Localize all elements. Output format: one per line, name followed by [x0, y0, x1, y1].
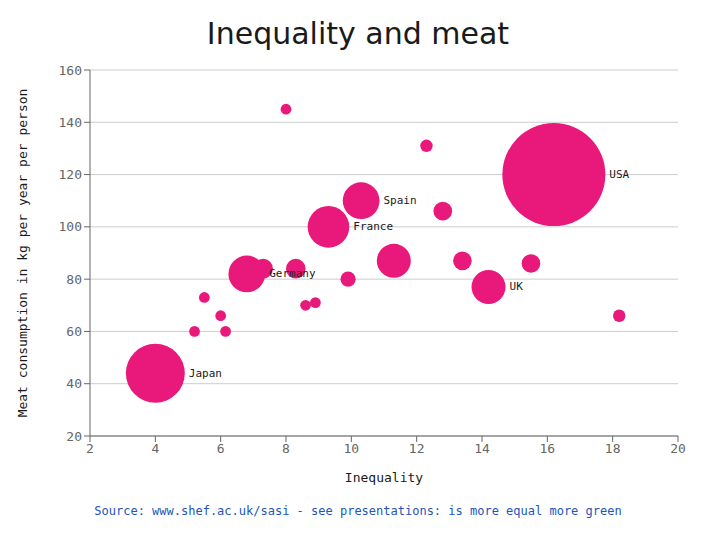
html-text:Inequality and meat: Inequality and meat	[206, 16, 510, 51]
svg-text:France: France	[353, 220, 393, 233]
svg-text:80: 80	[66, 272, 82, 287]
svg-text:14: 14	[474, 441, 490, 456]
svg-text:18: 18	[605, 441, 621, 456]
svg-text:Meat consumption in kg per yea: Meat consumption in kg per year per pers…	[15, 89, 30, 418]
svg-text:4: 4	[151, 441, 159, 456]
svg-text:100: 100	[59, 219, 82, 234]
svg-text:60: 60	[66, 324, 82, 339]
svg-text:2: 2	[86, 441, 94, 456]
svg-text:8: 8	[282, 441, 290, 456]
svg-text:40: 40	[66, 376, 82, 391]
svg-text:USA: USA	[609, 168, 629, 181]
svg-text:10: 10	[344, 441, 360, 456]
svg-text:6: 6	[217, 441, 225, 456]
svg-text:140: 140	[59, 115, 82, 130]
svg-text:20: 20	[66, 429, 82, 444]
svg-text:20: 20	[670, 441, 686, 456]
svg-text:160: 160	[59, 63, 82, 78]
svg-text:16: 16	[540, 441, 556, 456]
svg-text:Japan: Japan	[189, 367, 222, 380]
svg-text:Inequality: Inequality	[345, 470, 423, 485]
svg-text:Spain: Spain	[384, 194, 417, 207]
svg-text:Germany: Germany	[269, 267, 316, 280]
svg-text:UK: UK	[510, 280, 524, 293]
svg-text:12: 12	[409, 441, 425, 456]
svg-text:120: 120	[59, 167, 82, 182]
html-text:Source: www.shef.ac.uk/sasi -: Source: www.shef.ac.uk/sasi - see presen…	[94, 504, 622, 518]
